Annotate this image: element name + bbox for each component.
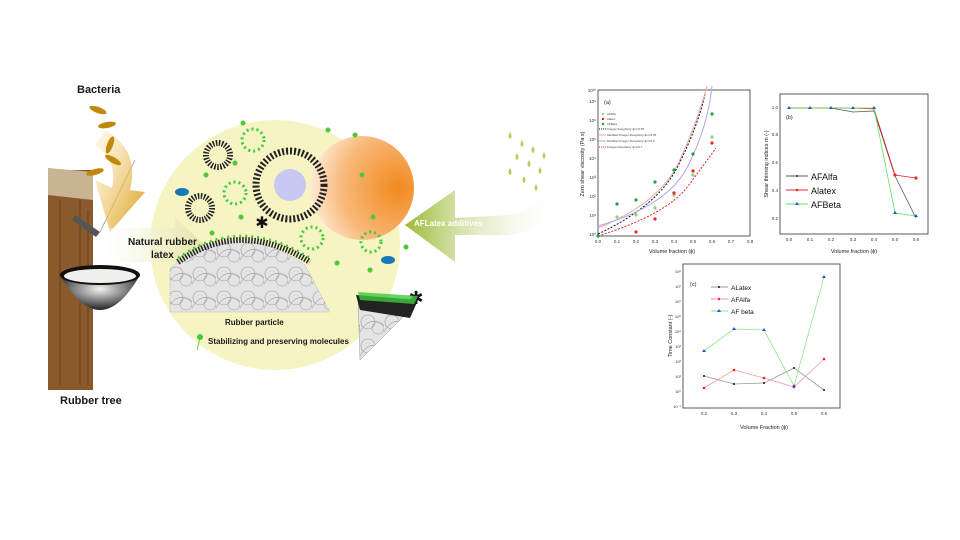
svg-text:10⁰: 10⁰ — [675, 389, 681, 394]
legend-item: AFBeta — [811, 200, 841, 210]
svg-text:10²: 10² — [589, 194, 596, 199]
svg-text:0.2: 0.2 — [701, 411, 708, 416]
svg-text:10³: 10³ — [589, 175, 596, 180]
chart-c-panel-label: (c) — [690, 282, 697, 288]
svg-text:10⁵: 10⁵ — [589, 137, 596, 142]
svg-text:0.6: 0.6 — [772, 160, 779, 165]
svg-text:10⁻¹: 10⁻¹ — [673, 404, 682, 409]
micelle-small — [203, 140, 233, 170]
svg-text:10⁸: 10⁸ — [675, 269, 681, 274]
svg-text:1.0: 1.0 — [772, 105, 779, 110]
legend-item: ALatex — [731, 285, 752, 292]
svg-text:0.1: 0.1 — [614, 239, 621, 244]
svg-text:0.4: 0.4 — [871, 237, 878, 242]
label-line: latex — [151, 250, 174, 261]
svg-text:0.5: 0.5 — [892, 237, 899, 242]
chart-a: 0.0 0.1 0.2 0.3 0.4 0.5 0.6 0.7 0.8 10⁰ 10¹ 10² … — [578, 74, 762, 260]
legend-item: AFAlfa — [811, 172, 838, 182]
legend-item: AFAlfa — [607, 112, 616, 116]
svg-text:0.6: 0.6 — [709, 239, 716, 244]
svg-text:10¹: 10¹ — [589, 213, 596, 218]
svg-text:0.8: 0.8 — [772, 132, 779, 137]
label-line: Natural rubber — [128, 237, 197, 248]
svg-text:0.8: 0.8 — [747, 239, 754, 244]
svg-text:10¹⁰: 10¹⁰ — [588, 88, 597, 93]
legend-item: Krieger-Dougherty ϕm=0.7 — [607, 145, 643, 149]
rubber-particle-cone — [356, 292, 418, 361]
scattered-molecules — [203, 120, 409, 273]
svg-text:10¹: 10¹ — [675, 374, 681, 379]
svg-text:10⁶: 10⁶ — [675, 299, 681, 304]
label-bacteria: Bacteria — [77, 84, 121, 96]
svg-text:0.2: 0.2 — [633, 239, 640, 244]
svg-text:10⁵: 10⁵ — [675, 314, 681, 319]
svg-text:0.2: 0.2 — [828, 237, 835, 242]
svg-text:0.5: 0.5 — [791, 411, 798, 416]
legend-item: AFBeta — [607, 122, 617, 126]
svg-text:0.3: 0.3 — [731, 411, 738, 416]
svg-text:0.5: 0.5 — [690, 239, 697, 244]
label-rubber-particle: Rubber particle — [225, 318, 284, 327]
blue-particle — [175, 188, 189, 196]
legend-item: Modified Krieger-Dougherty ϕm=0.55 — [607, 133, 657, 137]
svg-text:10⁷: 10⁷ — [675, 284, 681, 289]
chart-c-ylabel: Time Constant (-) — [668, 315, 674, 358]
rubber-particle — [169, 234, 331, 313]
latex-process-illustration: ✱ ✱ — [48, 105, 560, 390]
legend-item: Krieger-Dougherty ϕm=0.55 — [607, 127, 644, 131]
svg-text:0.1: 0.1 — [807, 237, 814, 242]
svg-text:0.4: 0.4 — [671, 239, 678, 244]
chart-a-panel-label: (a) — [604, 100, 611, 106]
svg-text:0.7: 0.7 — [728, 239, 735, 244]
micelle-large — [252, 147, 328, 223]
svg-text:10⁴: 10⁴ — [675, 329, 681, 334]
label-stabilizing-molecules: Stabilizing and preserving molecules — [208, 337, 349, 346]
svg-text:10⁹: 10⁹ — [589, 99, 596, 104]
legend-item: Alatex — [811, 186, 837, 196]
svg-text:0.0: 0.0 — [786, 237, 793, 242]
svg-text:10⁴: 10⁴ — [589, 156, 596, 161]
label-rubber-tree: Rubber tree — [60, 395, 122, 407]
green-micelles — [222, 127, 383, 254]
additives-arrow — [405, 132, 560, 262]
collection-cup — [60, 265, 140, 310]
orange-sphere — [310, 136, 414, 240]
chart-c: 0.2 0.3 0.4 0.5 0.6 10⁻¹ 10⁰ 10¹ 10² 10³ 10⁴ 10… — [666, 262, 846, 434]
chart-b: 0.0 0.1 0.2 0.3 0.4 0.5 0.6 0.2 0.4 0.6 0.8 1.0 … — [762, 90, 946, 260]
chart-b-xlabel: Volume fraction (ϕ) — [831, 249, 877, 255]
chart-c-xlabel: Volume Fraction (ϕ) — [740, 425, 788, 431]
svg-text:0.2: 0.2 — [772, 216, 779, 221]
svg-text:0.4: 0.4 — [761, 411, 768, 416]
stabilizing-molecule-icon — [196, 334, 203, 351]
svg-text:0.0: 0.0 — [595, 239, 602, 244]
svg-text:10⁶: 10⁶ — [589, 118, 596, 123]
legend-item: Modified Krieger-Dougherty ϕm=0.6 — [607, 139, 655, 143]
legend-item: AFAlfa — [731, 297, 751, 304]
svg-text:0.4: 0.4 — [772, 188, 779, 193]
svg-text:0.6: 0.6 — [913, 237, 920, 242]
svg-text:10²: 10² — [675, 359, 681, 364]
svg-text:10³: 10³ — [675, 344, 681, 349]
svg-text:0.3: 0.3 — [652, 239, 659, 244]
svg-text:0.3: 0.3 — [850, 237, 857, 242]
chart-a-xlabel: Volume fraction (ϕ) — [649, 249, 695, 255]
star-molecule: ✱ — [255, 215, 268, 232]
legend-item: Alatex — [607, 117, 616, 121]
chart-b-ylabel: Shear thinning indices m (-) — [764, 130, 770, 197]
svg-text:0.6: 0.6 — [821, 411, 828, 416]
chart-b-panel-label: (b) — [786, 115, 793, 121]
chart-a-ylabel: Zero shear viscosity (Pa s) — [580, 131, 586, 196]
bacteria-arrow — [86, 105, 145, 232]
label-natural-rubber-latex: Natural rubber latex — [128, 236, 197, 262]
legend-item: AF beta — [731, 309, 754, 316]
svg-text:10⁰: 10⁰ — [589, 232, 596, 237]
label-aflatex-additives: AFLatex additives — [414, 219, 483, 228]
micelle-small — [185, 193, 215, 223]
blue-particle — [381, 256, 395, 264]
